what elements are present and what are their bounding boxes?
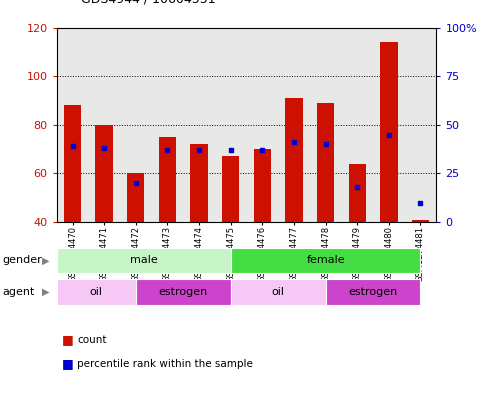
- Text: count: count: [77, 335, 107, 345]
- Bar: [231, 279, 325, 305]
- Text: ■: ■: [62, 357, 73, 370]
- Bar: [231, 248, 421, 273]
- Bar: [96, 125, 113, 222]
- Bar: [64, 105, 81, 222]
- Bar: [253, 149, 271, 222]
- Text: estrogen: estrogen: [159, 287, 208, 297]
- Text: estrogen: estrogen: [349, 287, 398, 297]
- Bar: [127, 173, 144, 222]
- Text: oil: oil: [272, 287, 284, 297]
- Text: gender: gender: [2, 255, 42, 265]
- Text: oil: oil: [90, 287, 103, 297]
- Bar: [57, 279, 136, 305]
- Text: percentile rank within the sample: percentile rank within the sample: [77, 358, 253, 369]
- Text: agent: agent: [2, 287, 35, 297]
- Bar: [136, 279, 231, 305]
- Bar: [349, 163, 366, 222]
- Bar: [325, 279, 421, 305]
- Bar: [412, 220, 429, 222]
- Bar: [159, 137, 176, 222]
- Bar: [317, 103, 334, 222]
- Text: ■: ■: [62, 333, 73, 347]
- Bar: [190, 144, 208, 222]
- Text: male: male: [130, 255, 158, 265]
- Bar: [285, 98, 303, 222]
- Text: ▶: ▶: [42, 287, 49, 297]
- Text: GDS4944 / 10604551: GDS4944 / 10604551: [81, 0, 216, 6]
- Text: ▶: ▶: [42, 255, 49, 265]
- Bar: [222, 156, 240, 222]
- Text: female: female: [306, 255, 345, 265]
- Bar: [57, 248, 231, 273]
- Bar: [380, 42, 397, 222]
